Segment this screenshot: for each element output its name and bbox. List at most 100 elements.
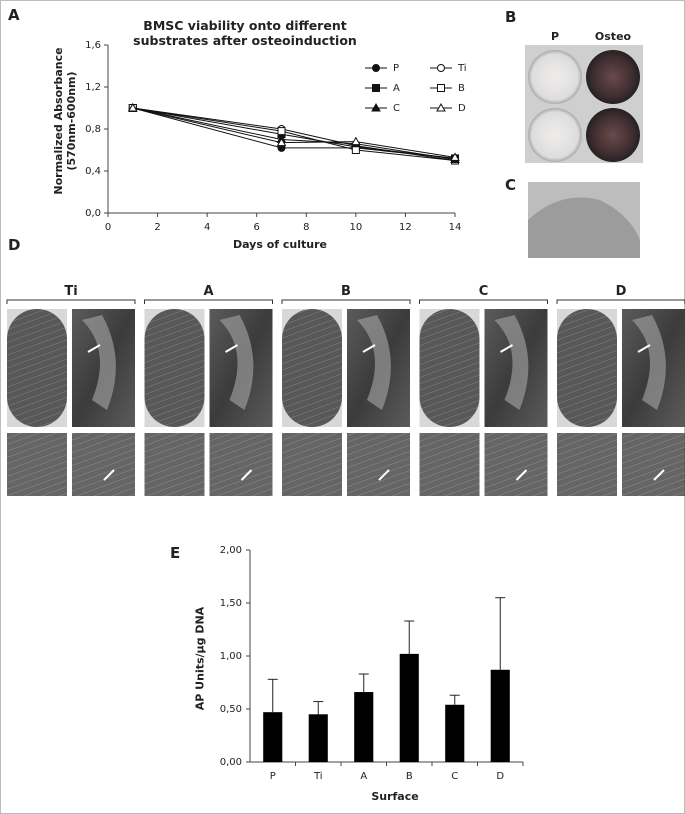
bar (354, 692, 374, 762)
legend-marker (437, 84, 445, 92)
x-tick-label: D (496, 771, 504, 782)
x-axis-label: Surface (371, 790, 419, 803)
panel-label: A (8, 6, 20, 24)
group-label: Ti (64, 284, 78, 299)
x-tick-label: 4 (204, 222, 210, 233)
group-label: B (341, 284, 351, 299)
cell-layer (219, 315, 254, 410)
panel-label: E (170, 544, 181, 562)
legend-marker (372, 84, 380, 92)
cell-layer (82, 315, 116, 410)
photo (557, 433, 617, 496)
photo (419, 433, 480, 496)
panel-label: B (505, 8, 517, 26)
bracket (6, 299, 136, 304)
photo (209, 433, 273, 496)
bar (399, 653, 419, 762)
marker (127, 102, 138, 112)
chart-title: BMSC viability onto different substrates… (133, 18, 357, 48)
legend-label: B (458, 83, 465, 94)
legend-marker (436, 102, 446, 112)
x-tick-label: 10 (349, 222, 362, 233)
arrow (378, 469, 390, 481)
arrow (637, 344, 651, 353)
x-tick-label: 2 (154, 222, 160, 233)
y-tick-label: 1,6 (85, 40, 101, 51)
arrow (240, 469, 253, 481)
y-tick-label: 1,50 (220, 598, 242, 609)
x-tick-label: 0 (105, 222, 111, 233)
legend-label: D (458, 103, 466, 114)
photo (72, 433, 135, 496)
group-label: A (203, 284, 214, 299)
bracket (556, 299, 685, 304)
x-tick-label: 8 (303, 222, 309, 233)
arrow (87, 344, 101, 353)
photo (557, 309, 617, 427)
arrow (515, 469, 528, 481)
line (132, 107, 456, 161)
x-tick-label: B (406, 771, 413, 782)
x-tick-label: 14 (449, 222, 462, 233)
well (528, 108, 582, 162)
x-tick-label: 6 (254, 222, 260, 233)
arrow (499, 344, 514, 353)
y-axis-label: AP Units/µg DNA (193, 606, 207, 711)
bar (263, 712, 283, 762)
cell-layer (357, 315, 391, 410)
photo (7, 433, 67, 496)
x-tick-label: Ti (313, 771, 323, 782)
y-tick-label: 0,0 (85, 208, 101, 219)
arrow (224, 344, 239, 353)
photo (622, 433, 685, 496)
marker (351, 146, 360, 154)
y-tick-label: 1,00 (220, 651, 242, 662)
bracket (144, 299, 273, 304)
group-label: C (478, 284, 489, 299)
photo (347, 433, 410, 496)
well (528, 50, 582, 104)
arrow (362, 344, 376, 353)
bar (308, 714, 328, 762)
panel-d-photos (6, 299, 685, 496)
arrow (103, 469, 115, 481)
x-axis-label: Days of culture (232, 238, 328, 251)
legend-label: C (393, 103, 400, 114)
photo (144, 433, 205, 496)
marker (277, 127, 286, 136)
photo (282, 309, 342, 427)
photo (484, 433, 548, 496)
y-tick-label: 1,2 (85, 82, 101, 93)
photo (7, 309, 67, 427)
column-label: P (550, 30, 560, 43)
line (132, 107, 456, 158)
micrograph-region (528, 197, 640, 258)
legend-marker (372, 64, 380, 72)
marker (450, 152, 460, 161)
y-axis-label: Normalized Absorbance (570nm-600nm) (52, 47, 78, 195)
group-label: D (615, 284, 627, 299)
photo (282, 433, 342, 496)
bracket (281, 299, 411, 304)
bar (445, 704, 465, 762)
y-tick-label: 2,00 (220, 545, 242, 556)
line (132, 107, 456, 161)
photo (419, 309, 480, 427)
arrow (653, 469, 665, 481)
bracket (419, 299, 548, 304)
cell-layer (632, 315, 666, 410)
panel-label: D (8, 236, 21, 254)
photo (144, 309, 205, 427)
well (586, 50, 640, 104)
y-tick-label: 0,4 (85, 166, 101, 177)
x-tick-label: C (451, 771, 458, 782)
y-tick-label: 0,00 (220, 757, 242, 768)
x-tick-label: A (360, 771, 367, 782)
line (132, 107, 456, 160)
legend-label: Ti (457, 63, 467, 74)
panel-label: C (505, 176, 517, 194)
legend-label: A (393, 83, 400, 94)
y-tick-label: 0,50 (220, 704, 242, 715)
